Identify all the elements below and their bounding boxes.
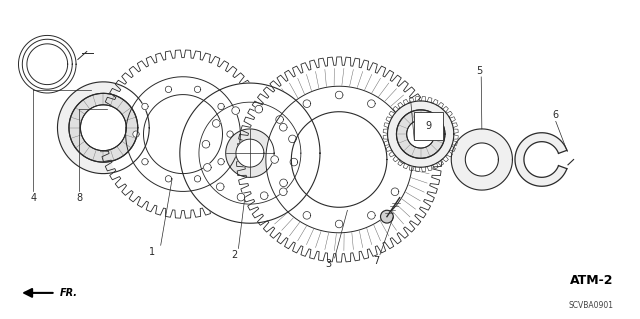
Polygon shape xyxy=(195,86,201,93)
Text: 9: 9 xyxy=(426,121,432,131)
Polygon shape xyxy=(396,110,445,158)
Polygon shape xyxy=(245,65,433,254)
Polygon shape xyxy=(406,120,435,148)
Polygon shape xyxy=(195,176,201,182)
Polygon shape xyxy=(303,211,310,219)
Polygon shape xyxy=(515,133,567,186)
Polygon shape xyxy=(106,58,259,211)
Polygon shape xyxy=(367,100,375,108)
Polygon shape xyxy=(218,159,224,165)
Polygon shape xyxy=(255,105,262,113)
Polygon shape xyxy=(69,93,138,162)
Polygon shape xyxy=(280,123,287,131)
Polygon shape xyxy=(81,105,126,151)
Polygon shape xyxy=(204,164,211,171)
Polygon shape xyxy=(165,176,172,182)
Text: 8: 8 xyxy=(76,193,82,203)
Polygon shape xyxy=(216,183,224,190)
Text: 1: 1 xyxy=(149,247,156,256)
Polygon shape xyxy=(335,220,343,228)
Polygon shape xyxy=(335,91,343,99)
Polygon shape xyxy=(142,159,148,165)
Polygon shape xyxy=(69,93,138,162)
Polygon shape xyxy=(396,110,445,158)
Text: 2: 2 xyxy=(231,250,237,260)
Polygon shape xyxy=(289,135,296,143)
Polygon shape xyxy=(406,120,435,148)
Text: ATM-2: ATM-2 xyxy=(570,274,613,287)
Polygon shape xyxy=(388,101,454,167)
Polygon shape xyxy=(280,188,287,196)
Polygon shape xyxy=(400,156,408,163)
Polygon shape xyxy=(165,86,172,93)
Polygon shape xyxy=(132,131,139,137)
Text: 5: 5 xyxy=(476,66,483,76)
Text: 3: 3 xyxy=(325,259,332,269)
Polygon shape xyxy=(143,95,223,174)
Polygon shape xyxy=(303,100,310,108)
Polygon shape xyxy=(271,156,278,163)
Text: 6: 6 xyxy=(553,110,559,120)
Polygon shape xyxy=(232,107,239,115)
Polygon shape xyxy=(276,116,284,123)
Polygon shape xyxy=(226,129,274,177)
Polygon shape xyxy=(391,188,399,196)
Polygon shape xyxy=(280,179,287,187)
Text: FR.: FR. xyxy=(60,288,78,298)
Polygon shape xyxy=(212,120,220,127)
Polygon shape xyxy=(465,143,499,176)
FancyBboxPatch shape xyxy=(414,112,443,140)
Polygon shape xyxy=(266,86,412,233)
Text: 4: 4 xyxy=(30,193,36,203)
Polygon shape xyxy=(236,139,264,167)
Polygon shape xyxy=(291,112,387,207)
Polygon shape xyxy=(237,193,245,201)
Polygon shape xyxy=(58,82,149,174)
Circle shape xyxy=(381,210,393,223)
Polygon shape xyxy=(367,211,375,219)
Polygon shape xyxy=(81,105,126,151)
Polygon shape xyxy=(227,131,233,137)
Polygon shape xyxy=(180,83,320,223)
Polygon shape xyxy=(202,140,210,148)
Polygon shape xyxy=(391,123,399,131)
Polygon shape xyxy=(218,103,224,110)
Polygon shape xyxy=(451,129,513,190)
Text: SCVBA0901: SCVBA0901 xyxy=(568,301,613,310)
Polygon shape xyxy=(260,192,268,199)
Polygon shape xyxy=(142,103,148,110)
Text: 7: 7 xyxy=(373,256,379,266)
Polygon shape xyxy=(290,158,298,166)
